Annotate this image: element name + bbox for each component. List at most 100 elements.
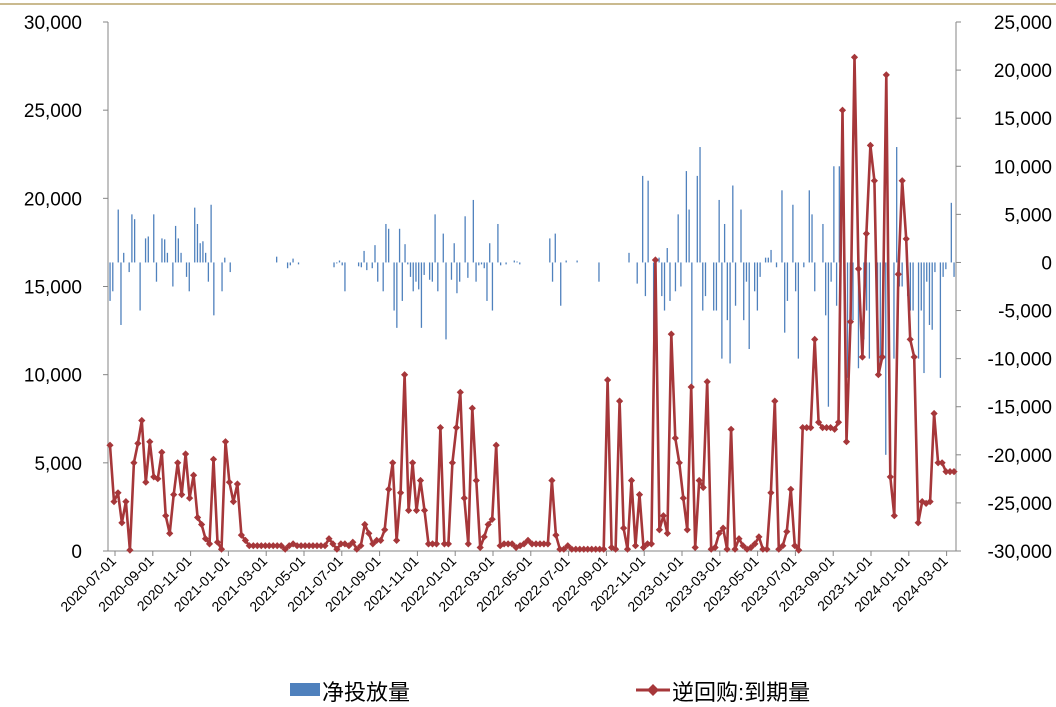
bar-mark bbox=[423, 262, 425, 275]
bar-mark bbox=[748, 262, 750, 350]
bar-mark bbox=[677, 214, 679, 263]
line-point bbox=[428, 540, 437, 548]
line-point bbox=[468, 404, 476, 412]
bar-mark bbox=[472, 199, 474, 263]
bar-mark bbox=[202, 241, 204, 263]
line-point bbox=[353, 545, 361, 553]
bar-mark bbox=[715, 262, 718, 311]
line-point bbox=[504, 540, 512, 548]
bar-mark bbox=[784, 262, 786, 333]
right-tick-label: -15,000 bbox=[988, 398, 1052, 419]
line-point bbox=[540, 540, 548, 548]
line-point bbox=[675, 459, 683, 467]
line-point bbox=[811, 335, 819, 343]
bar-mark bbox=[475, 262, 477, 282]
bar-mark bbox=[554, 233, 556, 263]
line-point bbox=[277, 542, 285, 550]
right-tick-label: -25,000 bbox=[988, 494, 1052, 515]
bar-mark bbox=[409, 262, 412, 277]
line-point bbox=[635, 491, 644, 499]
line-point bbox=[178, 491, 186, 499]
line-point bbox=[158, 448, 166, 456]
bar-mark bbox=[109, 262, 111, 301]
bar-mark bbox=[942, 262, 944, 277]
line-point bbox=[663, 529, 671, 537]
bar-mark bbox=[647, 180, 649, 263]
line-point bbox=[667, 330, 675, 338]
line-point bbox=[564, 542, 572, 550]
bar-mark bbox=[196, 223, 199, 263]
bar-mark bbox=[732, 185, 734, 263]
bar-mark bbox=[344, 262, 346, 292]
right-tick-label: -20,000 bbox=[988, 446, 1052, 467]
line-point bbox=[592, 545, 600, 553]
bar-mark bbox=[928, 262, 931, 325]
line-point bbox=[114, 489, 122, 497]
bar-mark bbox=[464, 216, 466, 263]
line-point bbox=[381, 526, 389, 534]
bar-mark bbox=[549, 238, 551, 263]
bar-mark bbox=[483, 262, 485, 269]
line-point bbox=[377, 536, 385, 544]
line-point bbox=[842, 438, 851, 446]
bar-mark bbox=[926, 262, 928, 282]
bar-mark bbox=[486, 262, 488, 301]
line-point bbox=[691, 543, 699, 552]
line-point bbox=[126, 546, 134, 554]
line-point bbox=[659, 512, 667, 520]
left-tick-label: 5,000 bbox=[34, 454, 82, 475]
bar-mark bbox=[393, 262, 395, 311]
x-axis-ticks: 2020-07-012020-09-012020-11-012021-01-01… bbox=[57, 551, 951, 615]
bar-mark bbox=[292, 258, 294, 263]
line-point bbox=[623, 545, 632, 553]
line-point bbox=[369, 540, 377, 548]
line-point bbox=[639, 543, 648, 552]
line-point bbox=[273, 542, 281, 550]
left-tick-label: 10,000 bbox=[24, 366, 82, 387]
line-point bbox=[699, 483, 707, 492]
bar-mark bbox=[723, 223, 726, 263]
line-point bbox=[926, 498, 934, 506]
bar-mark bbox=[224, 257, 226, 263]
bar-mark bbox=[123, 252, 125, 263]
bar-mark bbox=[950, 202, 952, 263]
bar-mark bbox=[516, 261, 518, 263]
line-point bbox=[472, 476, 480, 485]
bar-mark bbox=[598, 262, 600, 282]
bar-mark bbox=[139, 262, 141, 311]
line-point bbox=[898, 177, 906, 185]
left-tick-label: 25,000 bbox=[24, 101, 82, 122]
line-point bbox=[747, 543, 755, 552]
bar-mark bbox=[396, 262, 398, 328]
line-point bbox=[866, 141, 874, 149]
bar-mark bbox=[825, 262, 827, 316]
line-point bbox=[174, 459, 182, 467]
bar-mark bbox=[896, 147, 898, 263]
line-point bbox=[217, 545, 226, 553]
line-point bbox=[110, 498, 118, 506]
bar-mark bbox=[161, 238, 163, 263]
bar-mark bbox=[445, 262, 447, 340]
left-tick-label: 0 bbox=[71, 542, 82, 563]
bar-mark bbox=[680, 262, 682, 287]
line-point bbox=[858, 353, 866, 361]
line-point bbox=[572, 545, 580, 553]
line-point bbox=[333, 545, 341, 553]
bar-mark bbox=[879, 262, 881, 369]
bar-mark bbox=[276, 256, 278, 263]
line-point bbox=[416, 476, 425, 485]
line-point bbox=[249, 542, 257, 550]
bar-mark bbox=[336, 262, 338, 264]
bar-mark bbox=[297, 262, 300, 265]
bar-mark bbox=[702, 262, 704, 311]
line-point bbox=[568, 545, 576, 553]
bar-mark bbox=[699, 147, 701, 263]
line-point bbox=[631, 542, 640, 550]
bar-mark bbox=[497, 223, 499, 263]
line-series-reverse-repo-maturity bbox=[106, 53, 958, 554]
line-point bbox=[755, 533, 763, 541]
line-point bbox=[138, 416, 146, 425]
bar-mark bbox=[382, 262, 384, 292]
line-point bbox=[484, 520, 492, 529]
bar-mark bbox=[866, 262, 868, 311]
